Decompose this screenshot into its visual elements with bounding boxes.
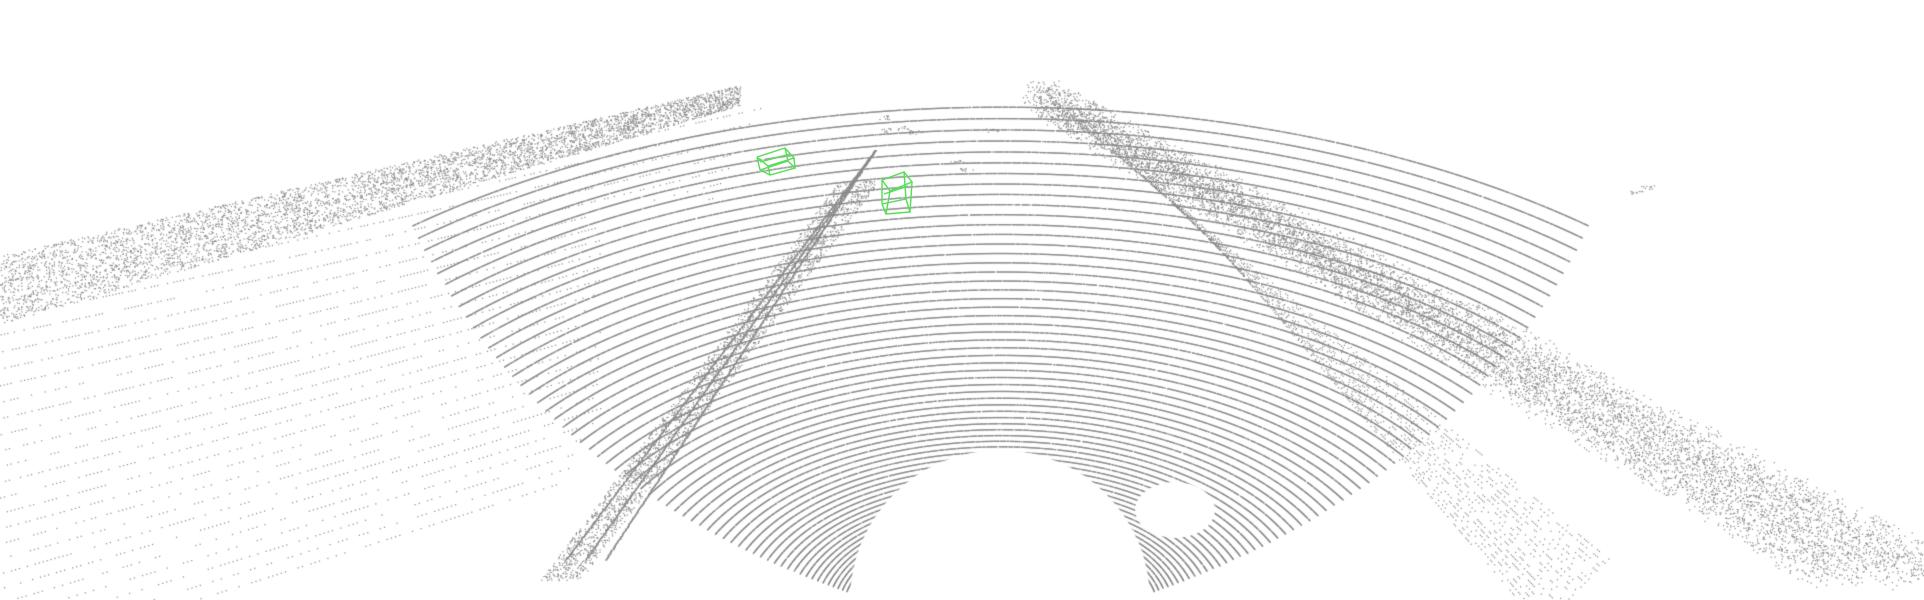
point-cloud-canvas[interactable] bbox=[0, 0, 1924, 600]
lidar-point-cloud-view[interactable] bbox=[0, 0, 1924, 600]
